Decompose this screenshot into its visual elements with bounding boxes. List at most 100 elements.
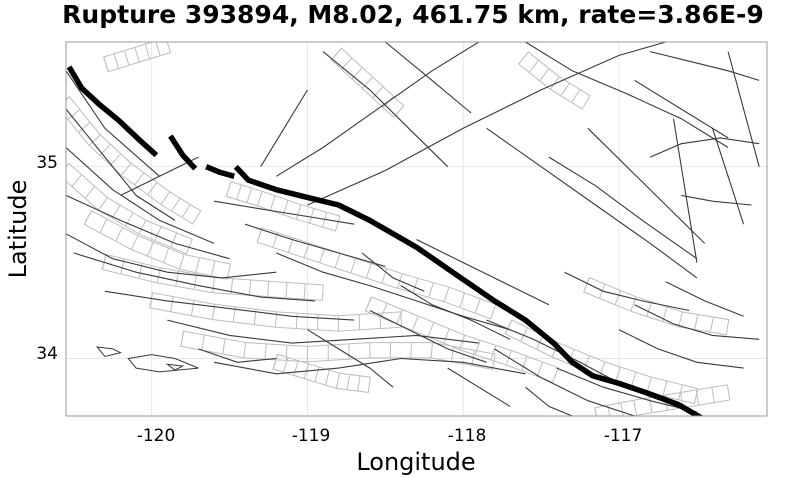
fault-surface-outline	[583, 277, 730, 336]
fault-trace	[66, 147, 215, 244]
fault-trace	[672, 118, 698, 263]
fault-surface-tick	[155, 42, 161, 56]
fault-surface-tick	[287, 237, 294, 253]
fault-surface-tick	[521, 356, 528, 371]
fault-surface-tick	[396, 309, 404, 325]
fault-surface-tick	[179, 254, 185, 270]
y-tick-label: 34	[36, 344, 58, 364]
fault-surface-tick	[308, 208, 315, 224]
fault-surface-tick	[134, 172, 145, 186]
fault-surface-tick	[633, 400, 637, 416]
fault-surface-tick	[78, 121, 91, 133]
fault-surface-tick	[285, 345, 288, 361]
fault-surface	[83, 210, 232, 280]
fault-surface-tick	[267, 281, 270, 297]
fault-trace	[494, 348, 635, 416]
fault-surface	[103, 42, 172, 73]
fault-trace	[634, 79, 729, 139]
fault-trace	[681, 194, 752, 206]
fault-trace	[66, 194, 230, 260]
fault-surface-tick	[314, 366, 320, 382]
fault-trace	[369, 310, 487, 363]
fault-surface-tick	[694, 314, 699, 330]
fault-surface-tick	[272, 354, 279, 370]
fault-surface-tick	[295, 204, 302, 220]
rupture-section	[168, 134, 198, 171]
rupture-section	[233, 164, 704, 416]
fault-surface-tick	[346, 374, 351, 390]
x-tick-label: -118	[448, 426, 487, 446]
fault-surface-tick	[88, 134, 101, 146]
fault-surface-outline	[149, 292, 403, 332]
fault-trace	[66, 70, 160, 177]
fault-surface-tick	[113, 53, 120, 69]
fault-trace	[384, 42, 472, 114]
fault-surface	[66, 162, 193, 255]
fault-surface-outline	[180, 330, 496, 370]
fault-surface-tick	[549, 76, 560, 90]
fault-surface-tick	[170, 296, 174, 312]
fault-surface-tick	[695, 389, 700, 406]
fault-surface-tick	[193, 274, 197, 290]
fault-surface-tick	[256, 191, 263, 207]
fault-surface-tick	[381, 268, 388, 284]
fault-surface-tick	[648, 397, 653, 413]
fault-trace	[104, 290, 355, 321]
fault-surface	[504, 319, 699, 405]
fault-surface-tick	[504, 319, 513, 335]
island-outline	[165, 363, 185, 371]
island-outline	[96, 346, 122, 358]
fault-surface	[364, 296, 559, 383]
fault-surface-tick	[154, 226, 162, 241]
fault-surface-tick	[120, 162, 132, 176]
fault-surface-tick	[341, 57, 353, 70]
fault-trace	[260, 89, 308, 167]
fault-surface-tick	[256, 227, 263, 243]
fault-surface-tick	[67, 109, 81, 120]
fault-trace	[650, 51, 760, 81]
fault-surface-tick	[459, 292, 466, 308]
fault-surface-tick	[195, 257, 201, 273]
fault-surfaces	[66, 42, 731, 416]
fault-surface-tick	[225, 181, 232, 197]
fault-trace	[665, 281, 744, 317]
fault-surface-tick	[210, 260, 216, 276]
fault-surface-tick	[560, 82, 570, 97]
fault-surface-tick	[458, 335, 466, 350]
fault-surface-tick	[264, 343, 267, 360]
fault-surface-tick	[66, 163, 70, 168]
fault-surface-tick	[369, 342, 371, 358]
fault-surface-tick	[138, 220, 147, 235]
fault-trace	[307, 329, 394, 388]
fault-trace	[711, 128, 745, 225]
fault-surface-tick	[134, 47, 140, 63]
fault-surface-tick	[180, 331, 185, 347]
fault-surface	[272, 353, 371, 393]
fault-surface-tick	[111, 204, 121, 219]
fault-surface-tick	[147, 241, 154, 257]
gridlines	[66, 42, 767, 416]
fault-trace	[322, 51, 449, 168]
fault-surface-tick	[160, 191, 171, 205]
fault-surface-tick	[443, 328, 450, 344]
islands	[96, 346, 199, 373]
fault-surface-tick	[130, 235, 139, 250]
fault-surface-tick	[236, 184, 242, 200]
fault-surface-tick	[334, 253, 341, 269]
fault-surface-tick	[599, 361, 606, 377]
fault-surface-tick	[97, 197, 109, 211]
fault-surface-tick	[430, 342, 433, 358]
fault-trace	[276, 252, 511, 331]
fault-surface-tick	[84, 185, 96, 199]
fault-surface-outline	[272, 353, 371, 393]
fault-surface-tick	[630, 372, 637, 388]
fault-surface-tick	[646, 301, 652, 317]
fault-surface-tick	[303, 283, 306, 300]
fault-surface-outline	[66, 96, 202, 225]
fault-surface	[517, 51, 591, 110]
fault-surface-tick	[536, 361, 544, 377]
fault-surface-tick	[295, 313, 298, 329]
fault-trace	[307, 42, 666, 206]
fault-surface	[180, 330, 496, 370]
